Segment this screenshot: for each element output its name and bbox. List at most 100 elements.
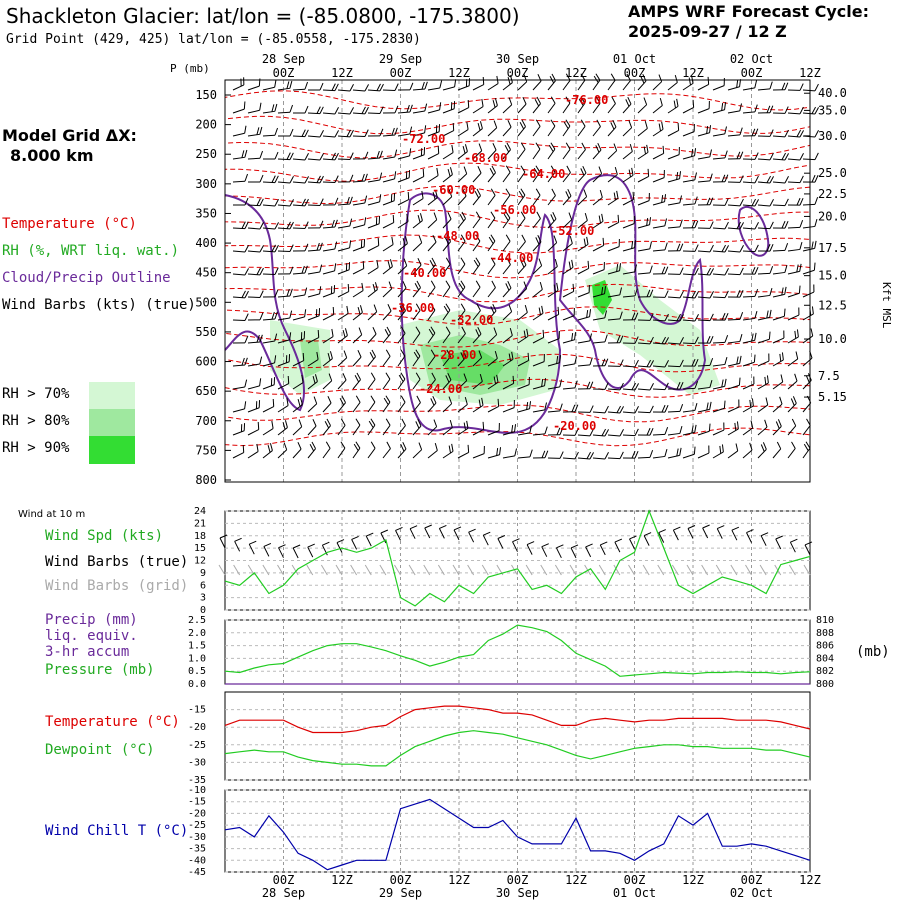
wind-barb bbox=[277, 266, 294, 275]
true-wind-barb bbox=[321, 541, 330, 556]
wind-barb bbox=[577, 333, 593, 344]
wind-barb-flag bbox=[379, 106, 384, 114]
wind-barb bbox=[307, 198, 324, 206]
wind-barb-staff bbox=[802, 313, 814, 321]
wind-barb-staff bbox=[727, 362, 740, 367]
rh-shading bbox=[270, 265, 720, 405]
wind-barb bbox=[577, 309, 592, 321]
wind-barb-staff bbox=[757, 88, 770, 91]
wind-barb-flag bbox=[709, 149, 713, 157]
wind-barb-staff bbox=[412, 402, 421, 413]
wind-barb-flag bbox=[619, 429, 624, 437]
wind-barb-flag bbox=[694, 291, 699, 299]
wind-barb-flag bbox=[567, 188, 572, 197]
wind-barb-flag bbox=[312, 418, 317, 427]
wind-barb bbox=[427, 190, 438, 206]
wind-barb-flag bbox=[272, 398, 275, 407]
wind-barb-flag bbox=[799, 153, 804, 161]
wind-barb-flag bbox=[708, 445, 710, 454]
wind-barb-flag bbox=[616, 405, 622, 414]
wind-barb-flag bbox=[460, 303, 466, 311]
grid-barb-staff bbox=[218, 564, 226, 576]
wind-barb bbox=[322, 219, 338, 229]
wind-barb-flag bbox=[541, 450, 546, 458]
wind-barb-flag bbox=[348, 262, 351, 270]
date-label-top: 29 Sep bbox=[379, 52, 422, 66]
wind-barb-flag bbox=[784, 220, 789, 229]
wind-speed-label: Wind Spd (kts) bbox=[45, 528, 164, 544]
value-tick-label: -25 bbox=[188, 820, 206, 831]
height-tick-label: 7.5 bbox=[818, 369, 840, 383]
wind-barb-flag bbox=[544, 402, 548, 410]
wind-barb-flag bbox=[694, 172, 698, 180]
wind-barb-staff bbox=[457, 173, 468, 183]
wind-barb-staff bbox=[532, 195, 541, 206]
wind-barb-flag bbox=[404, 236, 408, 244]
wind-barb bbox=[682, 424, 697, 436]
wind-barb-flag bbox=[377, 237, 380, 246]
wind-barb bbox=[712, 268, 729, 276]
wind-barb-flag bbox=[646, 289, 651, 297]
wind-barb-staff bbox=[697, 386, 710, 390]
wind-barb bbox=[442, 280, 451, 298]
wind-barb-flag bbox=[661, 404, 666, 413]
wind-barb-flag bbox=[738, 377, 741, 386]
wind-barb-flag bbox=[796, 264, 799, 273]
wind-barb-flag bbox=[494, 350, 498, 359]
wind-barb-flag bbox=[444, 237, 450, 245]
wind-barb-flag bbox=[799, 130, 804, 138]
wind-barb bbox=[532, 119, 541, 137]
wind-barb-flag bbox=[766, 105, 771, 113]
wind-barb bbox=[622, 406, 639, 414]
wind-barb bbox=[232, 335, 249, 344]
wind-barb bbox=[622, 215, 635, 229]
wind-barb bbox=[442, 349, 451, 367]
wind-barb-flag bbox=[539, 281, 543, 290]
wind-barb-staff bbox=[802, 158, 816, 161]
wind-barb-flag bbox=[300, 332, 303, 340]
wind-barb-staff bbox=[367, 179, 380, 183]
wind-barb bbox=[712, 422, 725, 436]
wind-barb-staff bbox=[517, 360, 529, 367]
wind-barb-flag bbox=[571, 259, 574, 268]
wind-barb-staff bbox=[502, 311, 512, 321]
true-barb-staff bbox=[746, 532, 752, 543]
grid-barb-staff bbox=[452, 564, 460, 576]
wind-barb-flag bbox=[282, 421, 286, 430]
wind-barb-flag bbox=[643, 97, 648, 105]
wind-barb-staff bbox=[637, 176, 649, 183]
wind-barb bbox=[352, 217, 367, 229]
wind-barb bbox=[532, 73, 542, 91]
wind-barb-flag bbox=[302, 352, 305, 361]
true-wind-barb bbox=[336, 539, 345, 553]
wind-barb-flag bbox=[388, 281, 393, 289]
wind-barb bbox=[292, 81, 309, 91]
wind-barb-flag bbox=[810, 328, 814, 337]
temperature-contour-label: -68.00 bbox=[464, 151, 507, 165]
wind-barb bbox=[532, 211, 541, 229]
wind-barb-flag bbox=[535, 119, 541, 127]
wind-barb-flag bbox=[374, 282, 378, 290]
wind-barb bbox=[487, 98, 498, 114]
wind-barb-flag bbox=[739, 289, 744, 298]
true-barb-staff bbox=[570, 547, 577, 559]
wind-barb bbox=[382, 149, 398, 160]
wind-barb-flag bbox=[581, 142, 586, 150]
wind-barb-staff bbox=[457, 107, 469, 114]
true-wind-barb bbox=[585, 543, 593, 558]
wind-barb-flag bbox=[259, 356, 263, 365]
wind-barb bbox=[697, 221, 714, 229]
wind-barb bbox=[502, 75, 513, 91]
wind-barb-staff bbox=[352, 180, 366, 183]
wind-barb-staff bbox=[337, 447, 346, 459]
wind-barb bbox=[397, 303, 406, 321]
wind-barb-flag bbox=[463, 422, 467, 431]
wind-barb-staff bbox=[712, 296, 726, 299]
wind-barb-flag bbox=[526, 328, 529, 337]
wind-barb-flag bbox=[574, 356, 578, 364]
wind-barb bbox=[232, 313, 249, 321]
wind-barb-flag bbox=[633, 215, 635, 224]
true-barb-flag bbox=[424, 524, 432, 529]
wind-barb bbox=[502, 327, 513, 344]
